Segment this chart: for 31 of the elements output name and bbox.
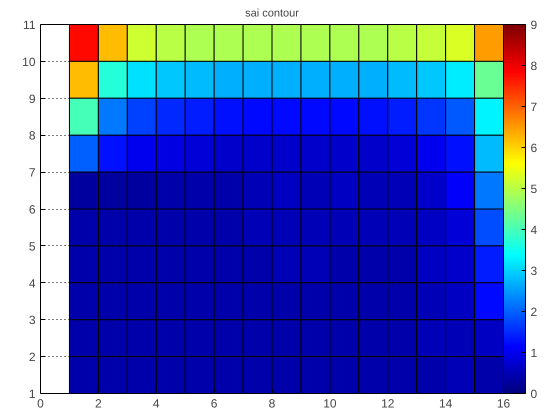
y-tick-label: 1 — [28, 387, 36, 401]
x-tick-label: 8 — [268, 396, 276, 410]
color-bar-label: 1 — [530, 346, 538, 360]
y-tick-label: 10 — [22, 54, 36, 69]
y-tick-label: 5 — [28, 239, 36, 254]
y-tick-label: 9 — [28, 92, 36, 106]
x-tick-label: 6 — [210, 396, 218, 410]
x-tick-label: 0 — [37, 396, 44, 410]
y-tick-label: 8 — [28, 128, 36, 143]
color-bar-label: 9 — [530, 18, 538, 32]
y-tick-label: 4 — [28, 276, 36, 290]
y-tick-label: 7 — [28, 166, 36, 180]
color-bar-label: 4 — [530, 223, 538, 237]
color-bar-label: 5 — [530, 182, 538, 196]
y-tick-label: 2 — [28, 350, 36, 364]
color-bar-label: 2 — [530, 305, 538, 319]
y-tick-label: 6 — [28, 202, 36, 216]
x-tick-label: 2 — [95, 396, 102, 410]
y-tick-label: 3 — [28, 313, 36, 328]
color-bar-label: 0 — [530, 387, 538, 401]
chart-title: sai contour — [245, 8, 300, 20]
color-bar-label: 8 — [530, 59, 538, 73]
x-tick-label: 10 — [323, 396, 337, 410]
color-bar-label: 6 — [530, 141, 538, 155]
y-tick-label: 11 — [23, 18, 36, 32]
x-tick-label: 14 — [438, 396, 453, 410]
x-tick-label: 4 — [152, 396, 160, 410]
color-bar-label: 7 — [530, 100, 538, 114]
color-bar-label: 3 — [530, 264, 538, 278]
x-tick-label: 12 — [381, 396, 395, 410]
x-tick-label: 16 — [496, 396, 510, 410]
